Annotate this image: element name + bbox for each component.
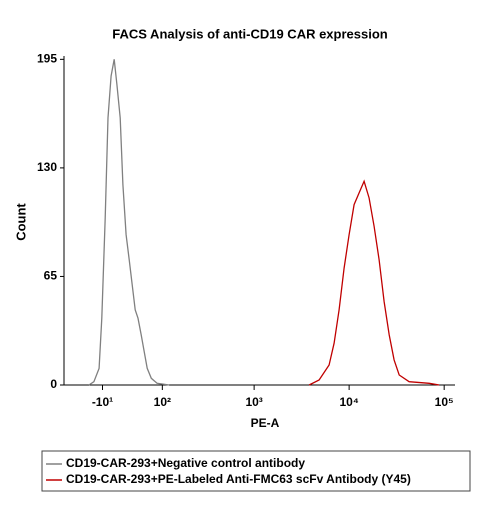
legend-label: CD19-CAR-293+Negative control antibody	[66, 456, 305, 470]
x-tick-label: 10⁴	[339, 395, 358, 409]
legend-label: CD19-CAR-293+PE-Labeled Anti-FMC63 scFv …	[66, 472, 411, 486]
legend-box	[41, 450, 471, 492]
y-tick-label: 130	[37, 160, 57, 174]
y-tick-label: 0	[50, 377, 57, 391]
x-tick-label: 10²	[154, 395, 171, 409]
y-tick-label: 195	[37, 52, 57, 66]
x-tick-label: 10⁵	[435, 395, 454, 409]
histogram-curve	[88, 59, 170, 386]
x-tick-label: 10³	[245, 395, 262, 409]
y-tick-label: 65	[44, 269, 58, 283]
chart-title: FACS Analysis of anti-CD19 CAR expressio…	[112, 26, 388, 41]
x-axis-label: PE-A	[251, 416, 280, 430]
y-axis-label: Count	[13, 203, 28, 241]
histogram-curve	[308, 179, 440, 386]
x-tick-label: -10¹	[92, 395, 113, 409]
